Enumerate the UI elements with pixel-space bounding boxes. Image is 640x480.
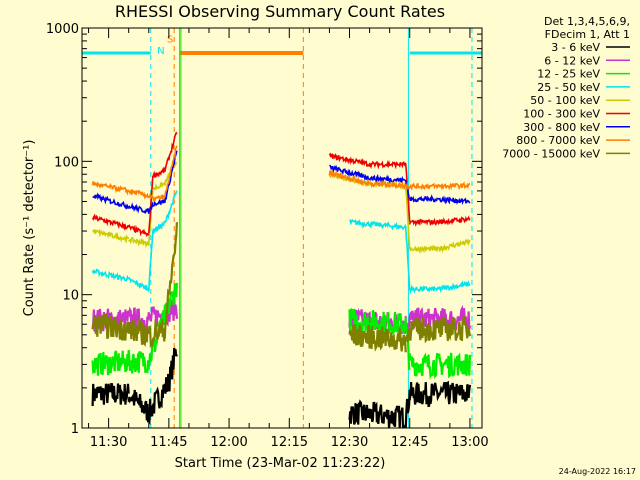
x-axis: 11:30 11:45 12:00 12:15 12:30 12:45 13:00 [88, 28, 489, 450]
x-tick-label: 12:30 [331, 435, 368, 450]
x-tick-label: 12:15 [271, 435, 308, 450]
legend-entry-label: 3 - 6 keV [551, 41, 600, 54]
x-tick-label: 12:45 [391, 435, 428, 450]
x-axis-label: Start Time (23-Mar-02 11:23:22) [175, 456, 386, 471]
series-line [91, 282, 472, 380]
legend: Det 1,3,4,5,6,9, FDecim 1, Att 1 3 - 6 k… [502, 15, 630, 160]
series-line [91, 190, 471, 295]
legend-header-line-2: FDecim 1, Att 1 [545, 28, 630, 41]
series-line [91, 145, 471, 202]
series-line [92, 150, 471, 214]
y-tick-label: 10 [62, 289, 79, 304]
x-tick-label: 13:00 [451, 435, 488, 450]
legend-entry-label: 50 - 100 keV [530, 94, 600, 107]
series-line [92, 161, 471, 254]
y-axis: 1 10 100 1000 [46, 22, 482, 437]
chart-title: RHESSI Observing Summary Count Rates [115, 2, 445, 21]
plot-area: NS [82, 28, 482, 428]
series-line [91, 222, 472, 353]
legend-entry-label: 100 - 300 keV [523, 108, 600, 121]
state-label-n: N [157, 46, 164, 57]
state-label-s: S [167, 34, 173, 45]
plot-frame [81, 27, 483, 429]
footer-date: 24-Aug-2022 16:17 [559, 467, 636, 476]
y-tick-label: 1000 [46, 22, 79, 37]
legend-entry-label: 800 - 7000 keV [516, 134, 600, 147]
legend-entry-label: 7000 - 15000 keV [502, 147, 600, 160]
y-axis-label: Count Rate (s⁻¹ detector⁻¹) [22, 140, 37, 317]
legend-entry-label: 300 - 800 keV [523, 121, 600, 134]
y-tick-label: 1 [71, 422, 79, 437]
legend-header-line-1: Det 1,3,4,5,6,9, [544, 15, 630, 28]
x-tick-label: 12:00 [210, 435, 247, 450]
legend-entry-label: 6 - 12 keV [544, 54, 600, 67]
x-tick-label: 11:45 [150, 435, 187, 450]
series-line [91, 347, 472, 428]
x-tick-label: 11:30 [90, 435, 127, 450]
legend-entry-label: 12 - 25 keV [537, 68, 600, 81]
y-tick-label: 100 [54, 155, 79, 170]
legend-entry-label: 25 - 50 keV [537, 81, 600, 94]
